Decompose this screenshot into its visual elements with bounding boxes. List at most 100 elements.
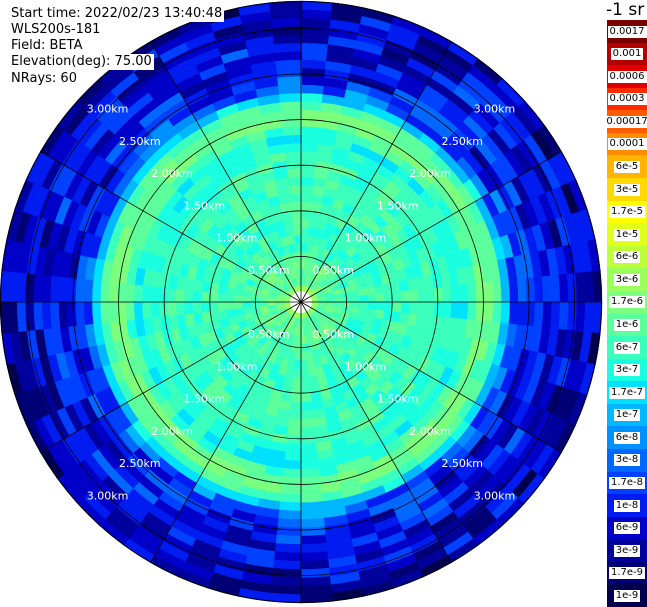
range-gate-cell bbox=[300, 184, 314, 195]
colorbar-tick-label: 1.7e-6 bbox=[608, 296, 646, 309]
range-gate-cell bbox=[272, 34, 303, 45]
range-gate-cell bbox=[75, 300, 86, 326]
range-gate-cell bbox=[425, 301, 435, 317]
range-gate-cell bbox=[300, 9, 333, 20]
range-gate-cell bbox=[541, 301, 553, 330]
colorbar-swatch: 0.001 bbox=[607, 42, 647, 66]
range-gate-cell bbox=[516, 278, 527, 304]
range-gate-cell bbox=[558, 273, 569, 304]
range-gate-cell bbox=[285, 159, 302, 170]
range-gate-cell bbox=[300, 151, 318, 161]
range-gate-cell bbox=[242, 301, 252, 309]
colorbar-tick-label: 0.00017 bbox=[604, 115, 647, 128]
range-gate-cell bbox=[150, 285, 160, 303]
range-gate-cell bbox=[533, 276, 544, 304]
range-gate-cell bbox=[299, 559, 330, 570]
colorbar-swatch: 6e-6 bbox=[607, 245, 647, 269]
device-label: WLS200s-181 bbox=[11, 22, 103, 38]
range-gate-cell bbox=[300, 393, 312, 403]
range-gate-cell bbox=[300, 218, 311, 228]
range-gate-cell bbox=[550, 301, 561, 331]
colorbar-swatch: 3e-7 bbox=[607, 358, 647, 382]
range-ring-label: 2.50km bbox=[119, 135, 161, 148]
colorbar-tick-label: 3e-9 bbox=[613, 544, 641, 557]
range-gate-cell bbox=[75, 277, 86, 303]
colorbar-tick-label: 6e-7 bbox=[613, 341, 641, 354]
range-gate-cell bbox=[279, 484, 302, 495]
range-gate-cell bbox=[300, 326, 305, 336]
range-gate-cell bbox=[296, 259, 302, 269]
range-ring-label: 2.00km bbox=[409, 425, 451, 438]
range-gate-cell bbox=[285, 434, 302, 445]
range-ring-label: 0.50km bbox=[312, 328, 354, 341]
range-gate-cell bbox=[33, 272, 44, 303]
range-gate-cell bbox=[293, 234, 302, 245]
colorbar-swatch: 6e-7 bbox=[607, 336, 647, 360]
range-ring-label: 1.00km bbox=[345, 360, 387, 373]
range-gate-cell bbox=[442, 286, 452, 303]
colorbar-tick-label: 1e-7 bbox=[613, 409, 641, 422]
range-gate-cell bbox=[58, 300, 69, 328]
polar-grid bbox=[0, 1, 602, 603]
range-gate-cell bbox=[300, 484, 322, 495]
range-ring-label: 3.00km bbox=[87, 489, 129, 502]
range-ring-label: 2.50km bbox=[441, 457, 483, 470]
range-gate-cell bbox=[458, 284, 469, 303]
range-gate-cell bbox=[274, 534, 302, 545]
colorbar-tick-label: 3e-7 bbox=[613, 364, 641, 377]
range-gate-cell bbox=[58, 275, 69, 303]
range-gate-cell bbox=[300, 142, 319, 153]
range-gate-cell bbox=[408, 301, 419, 315]
range-gate-cell bbox=[417, 288, 427, 303]
range-gate-cell bbox=[483, 281, 494, 303]
colorbar-swatch: 1.7e-6 bbox=[607, 290, 647, 314]
colorbar-swatch: 0.0003 bbox=[607, 87, 647, 111]
range-gate-cell bbox=[283, 218, 294, 229]
range-gate-cell bbox=[300, 84, 325, 95]
range-gate-cell bbox=[325, 298, 335, 303]
range-gate-cell bbox=[300, 126, 321, 136]
range-gate-cell bbox=[271, 559, 302, 570]
colorbar-tick-label: 0.0006 bbox=[607, 70, 647, 83]
range-gate-cell bbox=[583, 271, 594, 304]
range-gate-cell bbox=[41, 300, 52, 330]
range-gate-cell bbox=[300, 426, 316, 436]
colorbar-swatch: 3e-9 bbox=[607, 539, 647, 563]
range-gate-cell bbox=[300, 34, 331, 45]
range-gate-cell bbox=[91, 300, 102, 325]
azimuth-spoke bbox=[40, 301, 302, 453]
range-gate-cell bbox=[583, 301, 594, 334]
range-gate-cell bbox=[300, 351, 308, 361]
range-gate-cell bbox=[425, 287, 435, 303]
range-gate-cell bbox=[308, 375, 319, 386]
colorbar-swatch: 6e-5 bbox=[607, 155, 647, 179]
range-gate-cell bbox=[91, 279, 102, 303]
range-ring-label: 2.00km bbox=[151, 425, 193, 438]
colorbar-tick-label: 1e-5 bbox=[613, 228, 641, 241]
range-gate-cell bbox=[275, 59, 303, 70]
range-gate-cell bbox=[8, 300, 19, 333]
range-gate-cell bbox=[300, 459, 319, 470]
range-ring-label: 2.50km bbox=[441, 135, 483, 148]
range-ring-label: 2.50km bbox=[119, 457, 161, 470]
range-gate-cell bbox=[375, 301, 385, 312]
azimuth-spoke bbox=[300, 301, 452, 563]
range-gate-cell bbox=[133, 301, 144, 320]
range-gate-cell bbox=[375, 293, 385, 303]
range-gate-cell bbox=[284, 443, 302, 453]
range-gate-cell bbox=[281, 468, 302, 478]
range-gate-cell bbox=[300, 368, 310, 378]
range-gate-cell bbox=[400, 290, 410, 303]
range-gate-cell bbox=[450, 301, 461, 320]
range-gate-cell bbox=[285, 151, 302, 161]
range-gate-cell bbox=[508, 301, 519, 326]
range-gate-cell bbox=[541, 275, 553, 304]
range-gate-cell bbox=[8, 270, 19, 303]
range-gate-cell bbox=[271, 17, 303, 28]
azimuth-spoke bbox=[150, 301, 302, 563]
range-gate-cell bbox=[282, 126, 302, 136]
nrays-label: NRays: 60 bbox=[11, 71, 79, 87]
range-gate-cell bbox=[287, 418, 302, 428]
range-gate-cell bbox=[269, 576, 302, 587]
azimuth-spoke bbox=[150, 41, 302, 303]
